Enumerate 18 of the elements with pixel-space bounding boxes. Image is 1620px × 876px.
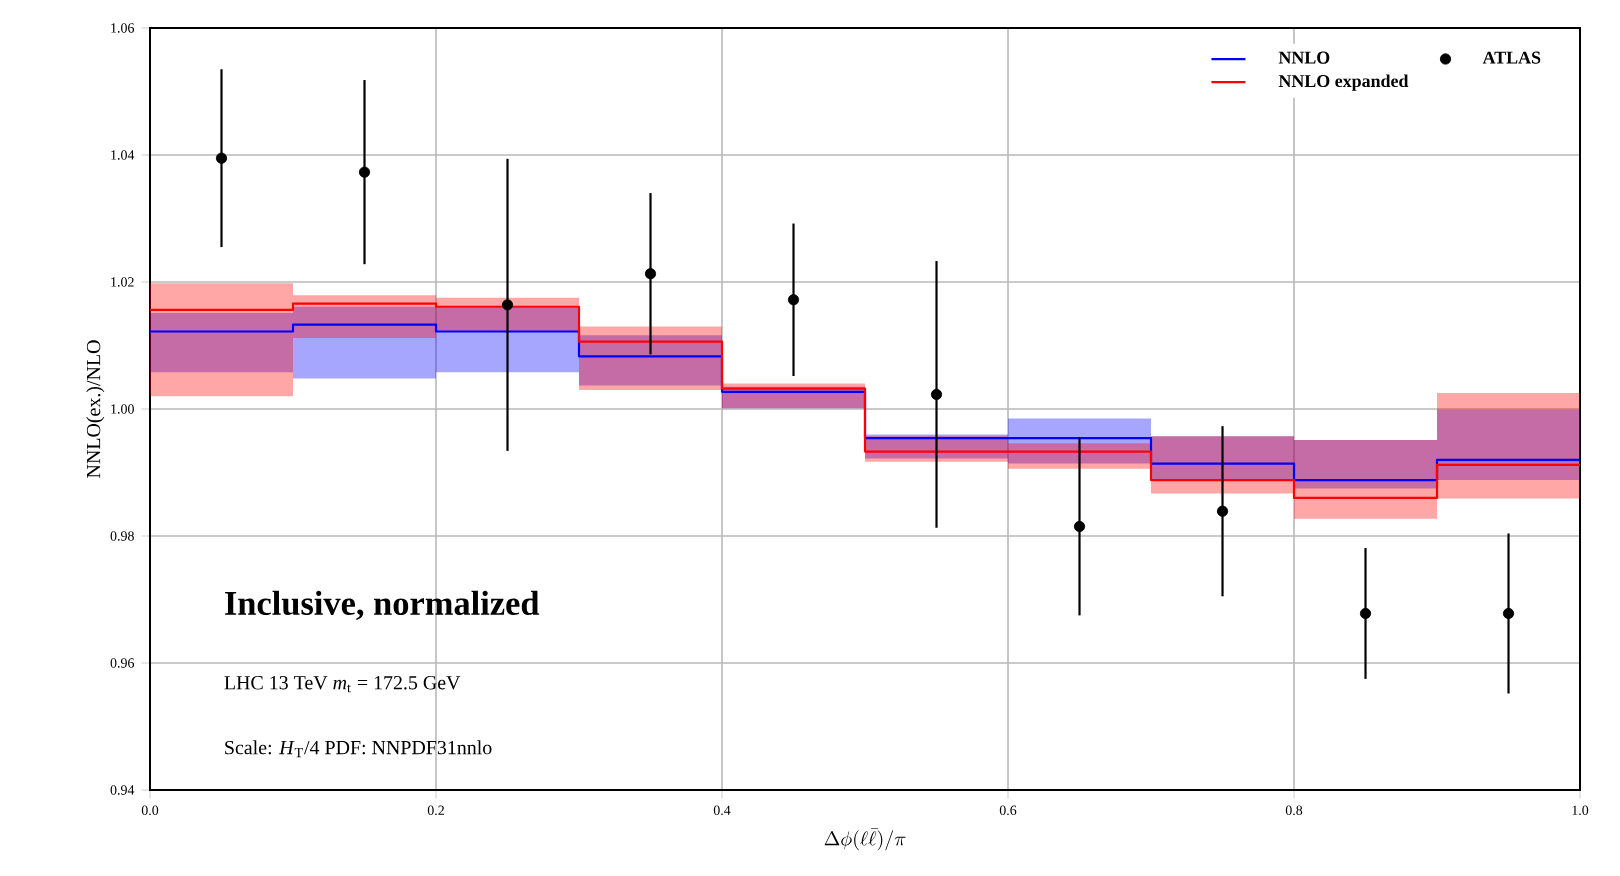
point (1359, 607, 1372, 620)
annotation: Inclusive, normalized (225, 590, 540, 620)
point (1502, 607, 1515, 620)
x-axis-title: $\Delta\phi(\ell\bar{\ell})/\pi$ (824, 828, 906, 851)
point (787, 294, 800, 306)
legend-label: ATLAS (1482, 51, 1541, 64)
point (1216, 505, 1229, 517)
y-axis-title: NNLO(ex.)/NLO (86, 340, 105, 478)
legend-label: NNLO (1278, 51, 1330, 64)
point (930, 388, 943, 400)
legend-label: NNLO expanded (1278, 74, 1409, 91)
point (215, 152, 228, 164)
point (1073, 520, 1086, 533)
annotation: LHC 13 TeV m$_{t}$ = 172.5 GeV (224, 676, 461, 693)
point (501, 299, 514, 311)
annotation: Scale: H$_{T}$/4 PDF: NNPDF31nnlo (225, 740, 492, 758)
point (358, 166, 371, 178)
point (644, 268, 657, 280)
